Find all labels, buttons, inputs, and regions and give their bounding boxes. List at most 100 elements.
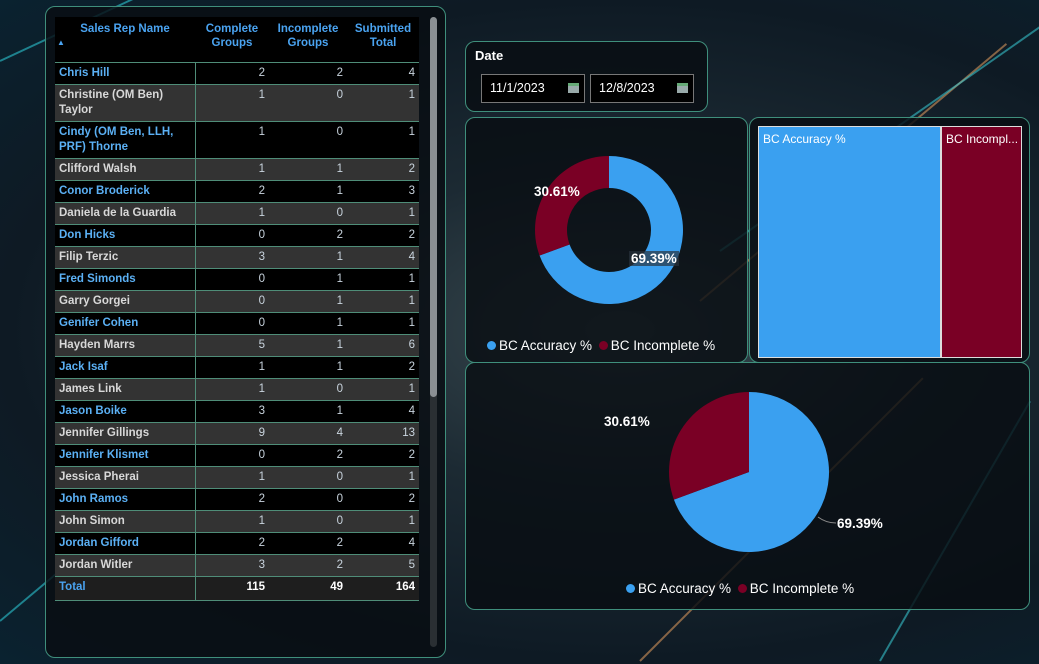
submitted-total-cell: 3 [347,179,419,202]
table-row[interactable]: John Ramos 2 0 2 [55,487,419,510]
treemap-panel: BC Accuracy % BC Incompl... [749,117,1030,363]
submitted-total-cell: 2 [347,443,419,466]
treemap-tile-incomplete[interactable]: BC Incompl... [941,126,1022,358]
submitted-total-cell: 2 [347,487,419,510]
submitted-total-cell: 13 [347,421,419,444]
table-row[interactable]: John Simon 1 0 1 [55,509,419,532]
submitted-total-cell: 4 [347,61,419,84]
submitted-total-cell: 4 [347,399,419,422]
pie-legend: BC Accuracy % BC Incomplete % [626,581,854,596]
legend-item-accuracy[interactable]: BC Accuracy % [626,581,731,596]
table-row[interactable]: Genifer Cohen 0 1 1 [55,311,419,334]
complete-groups-cell: 1 [195,120,269,158]
submitted-total-cell: 2 [347,157,419,180]
sales-rep-name-cell: Daniela de la Guardia [55,201,196,224]
table-row[interactable]: Hayden Marrs 5 1 6 [55,333,419,356]
pie-slice-incomplete[interactable] [669,392,749,500]
table-row[interactable]: Cindy (OM Ben, LLH, PRF) Thorne 1 0 1 [55,120,419,158]
total-row: Total 115 49 164 [55,575,419,601]
submitted-total-cell: 1 [347,311,419,334]
incomplete-groups-cell: 1 [269,333,347,356]
sales-rep-name-cell: Jennifer Klismet [55,443,196,466]
column-header-incomplete-groups[interactable]: Incomplete Groups [269,17,347,63]
table-row[interactable]: Jason Boike 3 1 4 [55,399,419,422]
legend-item-accuracy[interactable]: BC Accuracy % [487,338,592,353]
incomplete-groups-cell: 0 [269,201,347,224]
sales-rep-name-cell: Clifford Walsh [55,157,196,180]
column-header-complete-groups[interactable]: Complete Groups [195,17,269,63]
incomplete-groups-cell: 2 [269,61,347,84]
table-row[interactable]: Jennifer Klismet 0 2 2 [55,443,419,466]
complete-groups-cell: 1 [195,83,269,121]
sales-rep-name-cell: Jordan Gifford [55,531,196,554]
incomplete-groups-cell: 2 [269,443,347,466]
treemap-tile-accuracy[interactable]: BC Accuracy % [758,126,941,358]
complete-groups-cell: 3 [195,245,269,268]
table-row[interactable]: Daniela de la Guardia 1 0 1 [55,201,419,224]
submitted-total-cell: 4 [347,245,419,268]
donut-slice-incomplete[interactable] [535,156,609,256]
sales-rep-name-cell: Cindy (OM Ben, LLH, PRF) Thorne [55,120,196,158]
sales-rep-name-cell: John Simon [55,509,196,532]
calendar-icon[interactable] [568,83,579,93]
sales-rep-table-panel: Sales Rep Name ▲ Complete Groups Incomple… [45,6,446,658]
column-header-sales-rep-name[interactable]: Sales Rep Name ▲ [55,17,195,63]
date-slicer: Date 11/1/2023 12/8/2023 [465,41,708,112]
complete-groups-cell: 3 [195,399,269,422]
donut-slice-accuracy[interactable] [539,156,683,304]
scrollbar-thumb[interactable] [430,17,437,397]
table-row[interactable]: Jessica Pherai 1 0 1 [55,465,419,488]
sales-rep-name-cell: John Ramos [55,487,196,510]
start-date-input[interactable]: 11/1/2023 [481,74,585,103]
submitted-total-cell: 2 [347,355,419,378]
legend-item-incomplete[interactable]: BC Incomplete % [596,338,715,353]
submitted-total-cell: 4 [347,531,419,554]
legend-dot-icon [487,341,496,350]
table-row[interactable]: Fred Simonds 0 1 1 [55,267,419,290]
sales-rep-name-cell: Jordan Witler [55,553,196,576]
table-scrollbar[interactable] [430,17,437,647]
pie-slice-accuracy[interactable] [673,392,829,552]
table-row[interactable]: Chris Hill 2 2 4 [55,61,419,84]
pie-label-accuracy: 69.39% [837,516,883,531]
table-row[interactable]: Jennifer Gillings 9 4 13 [55,421,419,444]
table-row[interactable]: Filip Terzic 3 1 4 [55,245,419,268]
legend-item-incomplete[interactable]: BC Incomplete % [735,581,854,596]
sales-rep-name-cell: Jack Isaf [55,355,196,378]
sales-rep-name-cell: Jennifer Gillings [55,421,196,444]
table-row[interactable]: James Link 1 0 1 [55,377,419,400]
total-submitted: 164 [347,575,419,601]
column-header-submitted-total[interactable]: Submitted Total [347,17,419,63]
submitted-total-cell: 1 [347,509,419,532]
table-row[interactable]: Christine (OM Ben) Taylor 1 0 1 [55,83,419,121]
incomplete-groups-cell: 1 [269,179,347,202]
end-date-input[interactable]: 12/8/2023 [590,74,694,103]
table-row[interactable]: Clifford Walsh 1 1 2 [55,157,419,180]
incomplete-groups-cell: 4 [269,421,347,444]
table-row[interactable]: Jack Isaf 1 1 2 [55,355,419,378]
legend-dot-icon [737,584,747,593]
table-row[interactable]: Garry Gorgei 0 1 1 [55,289,419,312]
submitted-total-cell: 5 [347,553,419,576]
table-row[interactable]: Jordan Gifford 2 2 4 [55,531,419,554]
sales-rep-name-cell: Hayden Marrs [55,333,196,356]
donut-legend: BC Accuracy % BC Incomplete % [487,338,715,353]
pie-leader-line [817,516,837,524]
incomplete-groups-cell: 1 [269,267,347,290]
pie-chart-panel: 30.61% 69.39% BC Accuracy % BC Incomplet… [465,362,1030,610]
incomplete-groups-cell: 1 [269,311,347,334]
complete-groups-cell: 5 [195,333,269,356]
sales-rep-name-cell: Jason Boike [55,399,196,422]
table-row[interactable]: Don Hicks 0 2 2 [55,223,419,246]
submitted-total-cell: 6 [347,333,419,356]
sales-rep-name-cell: Jessica Pherai [55,465,196,488]
legend-dot-icon [626,584,635,593]
donut-label-accuracy: 69.39% [629,251,679,266]
complete-groups-cell: 2 [195,487,269,510]
incomplete-groups-cell: 0 [269,377,347,400]
calendar-icon[interactable] [677,83,688,93]
incomplete-groups-cell: 0 [269,83,347,121]
table-row[interactable]: Conor Broderick 2 1 3 [55,179,419,202]
submitted-total-cell: 1 [347,201,419,224]
table-row[interactable]: Jordan Witler 3 2 5 [55,553,419,576]
